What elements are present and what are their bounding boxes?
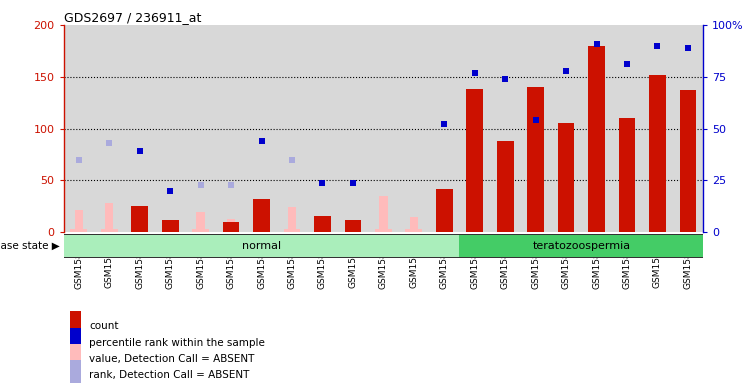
- Bar: [643, 25, 672, 232]
- Bar: [186, 25, 216, 232]
- Text: percentile rank within the sample: percentile rank within the sample: [89, 338, 265, 348]
- Bar: [497, 141, 514, 232]
- Bar: [679, 90, 696, 232]
- Text: count: count: [89, 321, 119, 331]
- Bar: [70, 328, 82, 351]
- Bar: [197, 212, 205, 232]
- Bar: [368, 25, 399, 232]
- Bar: [405, 229, 422, 232]
- Bar: [459, 25, 490, 232]
- Bar: [227, 219, 236, 232]
- Bar: [410, 217, 418, 232]
- Bar: [588, 46, 605, 232]
- Bar: [64, 235, 459, 257]
- Bar: [253, 199, 270, 232]
- Bar: [277, 25, 307, 232]
- Bar: [101, 229, 117, 232]
- Bar: [649, 75, 666, 232]
- Bar: [581, 25, 612, 232]
- Bar: [551, 25, 581, 232]
- Bar: [246, 25, 277, 232]
- Bar: [223, 222, 239, 232]
- Bar: [337, 25, 368, 232]
- Bar: [314, 216, 331, 232]
- Bar: [490, 25, 521, 232]
- Bar: [105, 203, 114, 232]
- Text: teratozoospermia: teratozoospermia: [533, 241, 631, 251]
- Bar: [307, 25, 337, 232]
- Bar: [124, 25, 155, 232]
- Text: disease state ▶: disease state ▶: [0, 241, 60, 251]
- Bar: [132, 207, 148, 232]
- Bar: [672, 25, 703, 232]
- Bar: [345, 220, 361, 232]
- Bar: [288, 207, 296, 232]
- Bar: [521, 25, 551, 232]
- Bar: [429, 25, 459, 232]
- Bar: [436, 189, 453, 232]
- Bar: [70, 361, 82, 383]
- Bar: [466, 89, 483, 232]
- Bar: [70, 344, 82, 367]
- Bar: [612, 25, 643, 232]
- Bar: [459, 235, 703, 257]
- Bar: [527, 87, 544, 232]
- Bar: [216, 25, 246, 232]
- Bar: [379, 196, 387, 232]
- Bar: [375, 229, 392, 232]
- Text: value, Detection Call = ABSENT: value, Detection Call = ABSENT: [89, 354, 254, 364]
- Bar: [94, 25, 124, 232]
- Bar: [192, 229, 209, 232]
- Text: rank, Detection Call = ABSENT: rank, Detection Call = ABSENT: [89, 370, 250, 380]
- Bar: [70, 229, 88, 232]
- Bar: [70, 311, 82, 334]
- Bar: [64, 25, 94, 232]
- Bar: [619, 118, 635, 232]
- Bar: [558, 123, 574, 232]
- Text: normal: normal: [242, 241, 281, 251]
- Bar: [75, 210, 83, 232]
- Bar: [162, 220, 179, 232]
- Text: GDS2697 / 236911_at: GDS2697 / 236911_at: [64, 11, 201, 24]
- Bar: [283, 229, 301, 232]
- Bar: [399, 25, 429, 232]
- Bar: [155, 25, 186, 232]
